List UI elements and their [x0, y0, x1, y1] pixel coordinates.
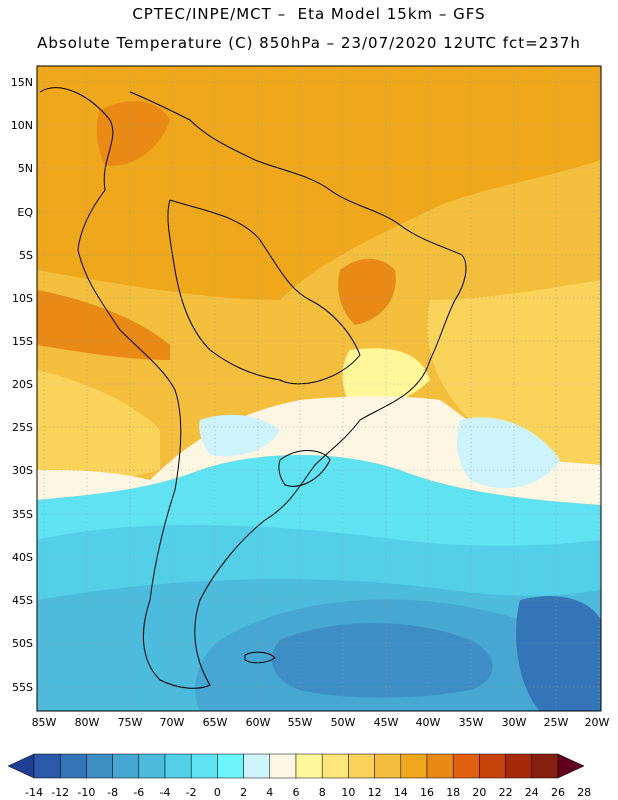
lon-label: 75W: [118, 716, 143, 729]
colorbar-label: -4: [160, 786, 171, 799]
colorbar-label: 2: [240, 786, 247, 799]
lat-label: EQ: [17, 206, 33, 219]
lat-label: 45S: [12, 594, 33, 607]
lat-label: 40S: [12, 551, 33, 564]
colorbar-label: 20: [472, 786, 486, 799]
colorbar-label: 10: [341, 786, 355, 799]
lat-label: 55S: [12, 681, 33, 694]
colorbar-swatch: [531, 753, 559, 779]
colorbar-swatch: [86, 753, 113, 779]
colorbar-label: -14: [25, 786, 43, 799]
colorbar-swatch: [164, 753, 192, 779]
colorbar-label: 14: [394, 786, 408, 799]
lon-label: 60W: [246, 716, 271, 729]
colorbar-swatch: [348, 753, 375, 779]
colorbar-label: -6: [133, 786, 144, 799]
lon-label: 40W: [416, 716, 441, 729]
colorbar-swatch: [426, 753, 454, 779]
lon-label: 50W: [331, 716, 356, 729]
colorbar-swatch: [269, 753, 297, 779]
colorbar-label: 28: [577, 786, 591, 799]
lon-label: 45W: [374, 716, 399, 729]
colorbar-label: -10: [77, 786, 95, 799]
lat-label: 15N: [11, 76, 33, 89]
lon-label: 20W: [585, 716, 610, 729]
colorbar-swatch: [452, 753, 480, 779]
lon-label: 25W: [544, 716, 569, 729]
lon-label: 30W: [502, 716, 527, 729]
colorbar-label: -12: [51, 786, 69, 799]
longitude-axis: 85W 80W 75W 70W 65W 60W 55W 50W 45W 40W …: [32, 716, 610, 729]
map-frame: [36, 65, 602, 712]
colorbar-label: 22: [499, 786, 513, 799]
colorbar-label: 4: [266, 786, 273, 799]
colorbar-swatch: [479, 753, 506, 779]
lat-label: 20S: [12, 378, 33, 391]
colorbar-labels: -14 -12 -10 -8 -6 -4 -2 0 2 4 6 8 10 12 14 16 18 20 22 24 26…: [25, 786, 591, 799]
lat-label: 10S: [12, 292, 33, 305]
colorbar-label: 16: [420, 786, 434, 799]
title-line-2: Absolute Temperature (C) 850hPa – 23/07/…: [37, 34, 581, 52]
colorbar-swatch: [138, 753, 166, 779]
lat-label: 35S: [12, 508, 33, 521]
lat-label: 5S: [19, 249, 33, 262]
lat-label: 25S: [12, 421, 33, 434]
colorbar-swatch: [505, 753, 533, 779]
colorbar-label: 6: [293, 786, 300, 799]
lon-label: 55W: [288, 716, 313, 729]
lat-label: 5N: [18, 162, 33, 175]
colorbar-swatch: [243, 753, 271, 779]
colorbar-label: 18: [446, 786, 460, 799]
colorbar-arrow-right: [557, 753, 585, 779]
latitude-axis: 15N 10N 5N EQ 5S 10S 15S 20S 25S 30S 35S…: [11, 76, 34, 694]
lat-label: 10N: [11, 119, 33, 132]
colorbar-swatch: [295, 753, 323, 779]
colorbar-arrow-left: [7, 753, 35, 779]
colorbar-swatch: [321, 753, 349, 779]
lon-label: 70W: [160, 716, 185, 729]
colorbar-swatch: [217, 753, 244, 779]
colorbar-label: 26: [551, 786, 565, 799]
lon-label: 35W: [459, 716, 484, 729]
colorbar-swatch: [112, 753, 140, 779]
colorbar-swatch: [400, 753, 428, 779]
lon-label: 65W: [203, 716, 228, 729]
colorbar-label: 24: [525, 786, 539, 799]
colorbar-label: -2: [186, 786, 197, 799]
lat-label: 30S: [12, 464, 33, 477]
lat-label: 50S: [12, 637, 33, 650]
colorbar-swatch: [374, 753, 402, 779]
colorbar-label: 8: [319, 786, 326, 799]
lat-label: 15S: [12, 335, 33, 348]
lon-label: 80W: [75, 716, 100, 729]
colorbar-swatch: [190, 753, 218, 779]
lon-label: 85W: [32, 716, 57, 729]
colorbar-label: 12: [368, 786, 382, 799]
colorbar-label: -8: [107, 786, 118, 799]
colorbar: [7, 753, 585, 779]
temperature-field: [37, 66, 601, 711]
colorbar-swatch: [59, 753, 87, 779]
title-line-1: CPTEC/INPE/MCT – Eta Model 15km – GFS: [132, 5, 486, 23]
colorbar-label: 0: [214, 786, 221, 799]
colorbar-swatch: [33, 753, 61, 779]
coastline-outline: [39, 87, 467, 689]
